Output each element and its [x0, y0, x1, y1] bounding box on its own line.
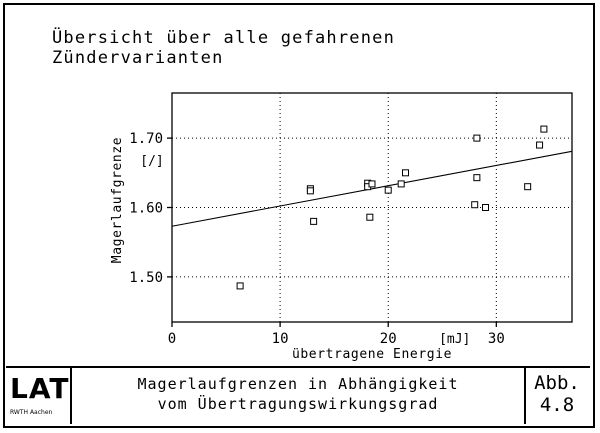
figure-footer: LAT RWTH Aachen Magerlaufgrenzen in Abhä… — [6, 366, 590, 424]
lat-logo: LAT RWTH Aachen — [6, 368, 72, 424]
figure-number: 4.8 — [539, 394, 575, 416]
data-point-10 — [402, 169, 410, 177]
x-tick-label-0: 0 — [168, 331, 176, 347]
data-point-13 — [471, 201, 479, 209]
y-tick-label-0: 1.50 — [129, 270, 163, 286]
y-axis-unit: [/] — [140, 154, 163, 169]
data-point-11 — [473, 134, 481, 142]
caption-line-1: Magerlaufgrenzen in Abhängigkeit — [137, 375, 459, 393]
x-tick-label-2: 20 — [380, 331, 397, 347]
figure-caption: Magerlaufgrenzen in Abhängigkeit vom Übe… — [72, 368, 526, 424]
x-axis-label: übertragene Energie — [292, 347, 452, 362]
data-point-0 — [236, 282, 244, 290]
figure-number-box: Abb. 4.8 — [526, 368, 588, 424]
y-tick-label-2: 1.70 — [129, 131, 163, 147]
y-axis-label: Magerlaufgrenze — [110, 137, 125, 263]
data-point-17 — [540, 125, 548, 133]
x-tick-label-1: 10 — [272, 331, 289, 347]
logo-text: LAT — [10, 372, 70, 405]
data-point-3 — [310, 217, 318, 225]
y-tick-label-1: 1.60 — [129, 201, 163, 217]
data-point-9 — [397, 180, 405, 188]
data-point-12 — [473, 174, 481, 182]
trend-line — [171, 150, 573, 227]
chart-title-line-1: Übersicht über alle gefahrenen — [52, 28, 396, 48]
x-tick-label-3: 30 — [488, 331, 505, 347]
data-point-2 — [306, 187, 314, 195]
figure-label: Abb. — [534, 372, 580, 394]
data-point-16 — [536, 141, 544, 149]
data-point-6 — [368, 180, 376, 188]
x-axis-unit: [mJ] — [439, 332, 470, 347]
data-point-8 — [384, 186, 392, 194]
data-point-15 — [524, 183, 532, 191]
figure-frame — [3, 3, 595, 428]
data-point-7 — [366, 213, 374, 221]
chart-title-line-2: Zündervarianten — [52, 48, 224, 68]
logo-subtitle: RWTH Aachen — [10, 409, 53, 416]
data-point-14 — [482, 204, 490, 211]
caption-line-2: vom Übertragungswirkungsgrad — [157, 395, 439, 413]
